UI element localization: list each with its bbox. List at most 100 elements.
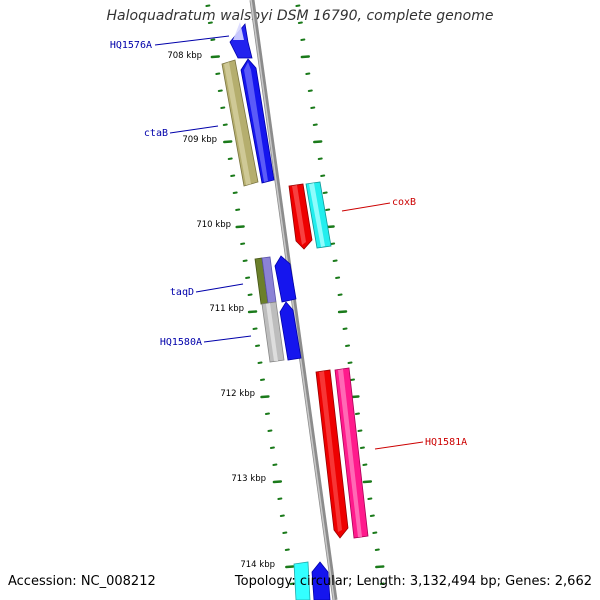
tick-mark [312,123,318,126]
kbp-label-714: 714 kbp [240,560,275,570]
accession-text: Accession: NC_008212 [8,574,156,589]
tick-mark [300,55,311,59]
tick-mark [260,395,270,399]
gene-ctab[interactable] [221,59,259,187]
tick-mark [337,293,343,296]
tick-mark [375,565,385,569]
tick-mark [374,548,380,551]
tick-mark [282,531,288,534]
tick-mark [307,89,313,92]
tick-mark [379,582,385,585]
genome-backbone [249,0,338,600]
tick-mark [255,344,261,347]
tick-mark [320,174,326,177]
gene-hq1580b[interactable] [279,301,302,361]
tick-mark [313,140,323,144]
tick-mark [357,429,363,432]
kbp-label-708: 708 kbp [167,51,202,61]
tick-mark [220,106,226,109]
tick-mark [337,310,348,314]
tick-mark [289,582,295,585]
tick-mark [305,72,311,75]
gene-hq1580a[interactable] [261,301,285,363]
tick-mark [325,208,331,211]
gene-hq1581a[interactable] [334,367,369,539]
tick-mark [335,276,341,279]
tick-mark [362,463,368,466]
tick-mark [362,480,373,484]
tick-mark [242,259,248,262]
tick-mark [297,21,303,24]
tick-mark [247,310,258,314]
gene-label-coxb[interactable]: coxB [392,197,416,208]
gene-bottom-reverse[interactable] [311,561,331,600]
tick-mark [367,497,373,500]
gene-coxb[interactable] [288,183,313,250]
tick-mark [332,259,338,262]
gene-label-ctab[interactable]: ctaB [144,128,168,139]
tick-mark [285,565,295,569]
gene-hq1576a[interactable] [229,22,253,59]
tick-mark [272,480,283,484]
tick-mark [300,38,306,41]
gene-label-hq1576a[interactable]: HQ1576A [110,40,152,51]
tick-mark [223,140,233,144]
tick-mark [267,429,273,432]
kbp-label-711: 711 kbp [209,304,244,314]
leader-lines [154,35,424,450]
tick-mark [359,446,365,449]
gene-hq1579a[interactable] [274,255,297,303]
tick-mark [349,378,355,381]
tick-mark [310,106,316,109]
tick-mark [252,327,258,330]
tick-mark [317,157,323,160]
tick-mark [215,72,221,75]
tick-mark [245,276,251,279]
kbp-label-712: 712 kbp [220,389,255,399]
tick-mark [232,191,238,194]
gene-label-taqd[interactable]: taqD [170,287,194,298]
gene-hq1581b[interactable] [315,369,349,539]
gene-label-hq1580a[interactable]: HQ1580A [160,337,202,348]
tick-mark [210,55,221,59]
tick-mark [207,21,213,24]
tick-mark [330,242,336,245]
tick-mark [372,531,378,534]
tick-mark [210,38,216,41]
tick-mark [322,191,328,194]
map-title: Haloquadratum walsbyi DSM 16790, complet… [106,8,494,24]
topology-text: Topology: circular; Length: 3,132,494 bp… [234,574,592,589]
tick-mark [295,4,301,7]
tick-mark [205,4,211,7]
gene-coxa[interactable] [305,181,332,249]
tick-mark [259,378,265,381]
tick-mark [230,174,236,177]
tick-mark [264,412,270,415]
gene-taqd[interactable] [254,256,277,305]
tick-mark [247,293,253,296]
tick-mark [277,497,283,500]
tick-mark [217,89,223,92]
gene-label-hq1581a[interactable]: HQ1581A [425,437,467,448]
kbp-label-713: 713 kbp [231,474,266,484]
tick-mark [354,412,360,415]
kbp-label-710: 710 kbp [196,220,231,230]
tick-mark [235,208,241,211]
tick-mark [345,344,351,347]
kbp-label-709: 709 kbp [182,135,217,145]
tick-mark [240,242,246,245]
tick-mark [369,514,375,517]
tick-mark [284,548,290,551]
tick-mark [272,463,278,466]
tick-mark [269,446,275,449]
tick-mark [222,123,228,126]
tick-mark [342,327,348,330]
tick-mark [347,361,353,364]
tick-mark [235,225,245,229]
gene-bottom-forward[interactable] [293,561,311,600]
tick-mark [227,157,233,160]
gene-hq1577a[interactable] [240,58,275,184]
tick-mark [257,361,263,364]
tick-mark [279,514,285,517]
